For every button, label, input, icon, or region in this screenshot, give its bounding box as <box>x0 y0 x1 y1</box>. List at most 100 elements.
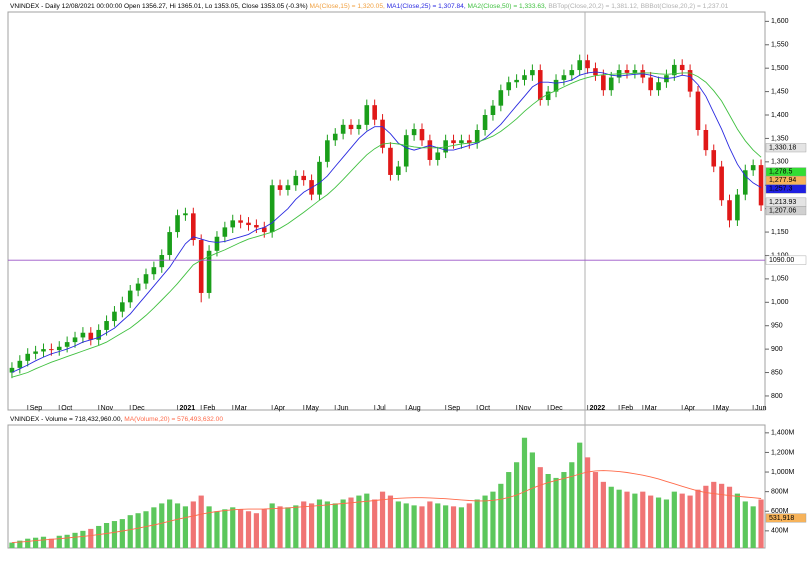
candle-body <box>687 70 693 92</box>
volume-bar <box>80 530 86 548</box>
volume-bar <box>569 462 575 548</box>
chart-title: VNINDEX - Daily 12/08/2021 00:00:00 Open… <box>10 3 308 10</box>
price-tag <box>765 143 807 153</box>
volume-bar <box>230 507 236 548</box>
volume-bar <box>679 493 685 548</box>
candle-body <box>135 283 141 291</box>
volume-bar <box>671 491 677 548</box>
volume-bar <box>435 503 441 548</box>
y-tick-label: 850 <box>771 369 783 376</box>
x-tick-label: Apr <box>274 405 286 412</box>
price-tag <box>765 184 807 194</box>
x-tick-label: 2022 <box>590 405 606 412</box>
volume-bar <box>324 501 330 548</box>
volume-bar <box>577 442 583 548</box>
volume-bar <box>648 495 654 548</box>
candle-body <box>332 133 338 141</box>
candle-body <box>49 349 54 351</box>
candle-body <box>120 302 125 312</box>
volume-bar <box>253 513 259 548</box>
candle-body <box>191 213 196 241</box>
volume-bar <box>190 501 196 548</box>
y-tick-label: 950 <box>771 323 783 330</box>
volume-bar <box>119 519 125 548</box>
ma-line <box>11 71 762 373</box>
volume-bar <box>726 486 733 548</box>
candle-body <box>624 70 630 73</box>
volume-bar <box>348 497 354 548</box>
volume-bar <box>301 501 307 548</box>
legend-entry: MA(Close,15) = 1,320.05, <box>310 3 385 10</box>
volume-bar <box>9 542 15 548</box>
volume-bar <box>719 483 725 548</box>
price-tag-label: 1,213.93 <box>769 199 796 206</box>
candle-body <box>482 115 488 130</box>
x-tick-label: Mar <box>235 405 248 412</box>
volume-bar <box>64 534 70 548</box>
volume-bar <box>395 501 401 548</box>
volume-header: VNINDEX - Volume = 718,432,960.00, MA(Vo… <box>10 416 223 423</box>
volume-bar <box>474 499 480 548</box>
volume-bar <box>88 528 94 548</box>
volume-bar <box>584 457 591 548</box>
volume-bar <box>553 477 559 548</box>
volume-bar <box>340 499 346 548</box>
volume-bar <box>103 523 110 548</box>
y-tick-label: 800 <box>771 393 783 400</box>
x-tick-label: 2021 <box>180 405 196 412</box>
y-tick-label: 1,400 <box>771 112 789 119</box>
candle-body <box>183 213 188 216</box>
volume-bar <box>174 503 181 548</box>
candle-body <box>711 150 717 167</box>
candle-body <box>735 194 740 221</box>
y-tick-label: 1,400M <box>771 430 795 437</box>
y-tick-label: 1,000 <box>771 299 789 306</box>
price-tag-label: 1,278.5 <box>769 169 792 176</box>
legend-entry: BBBot(Close,20,2) = 1,237.01 <box>641 3 729 10</box>
candle-body <box>17 360 23 368</box>
volume-bar <box>758 499 764 548</box>
volume-bar <box>695 489 701 548</box>
y-tick-label: 1,200M <box>771 449 795 456</box>
x-tick-label: Jul <box>377 405 386 412</box>
candle-body <box>25 353 31 361</box>
candle-body <box>435 152 441 160</box>
volume-bar <box>135 513 141 548</box>
candle-body <box>198 240 204 293</box>
candle-body <box>403 135 409 167</box>
candle-body <box>222 227 228 237</box>
candle-body <box>104 321 109 330</box>
volume-bar <box>222 509 228 548</box>
candle-body <box>214 236 220 251</box>
volume-bar <box>411 505 417 548</box>
x-tick-label: Nov <box>101 405 114 412</box>
candle-body <box>301 175 307 181</box>
candle-body <box>127 290 133 303</box>
price-panel <box>7 11 766 411</box>
x-tick-label: Oct <box>61 405 72 412</box>
volume-bar <box>127 515 133 548</box>
volume-bar <box>238 509 244 548</box>
volume-bar <box>750 506 756 548</box>
price-tag-label: 1090.00 <box>769 257 794 264</box>
volume-bar <box>427 501 433 548</box>
volume-bar <box>521 437 528 548</box>
candle-body <box>498 90 504 106</box>
volume-bar <box>182 506 189 548</box>
volume-bar <box>293 505 299 548</box>
candle-body <box>719 166 724 201</box>
candle-body <box>679 64 685 71</box>
x-tick-label: Jun <box>337 405 348 412</box>
candle-body <box>56 346 62 351</box>
candle-body <box>269 185 275 233</box>
legend-entry: MA1(Close,25) = 1,307.84, <box>387 3 466 10</box>
candle-body <box>443 140 448 153</box>
candle-body <box>33 351 38 354</box>
candle-body <box>230 220 236 228</box>
candle-body <box>459 140 464 144</box>
volume-bar <box>616 489 622 548</box>
y-tick-label: 1,550 <box>771 42 789 49</box>
candle-body <box>758 165 764 206</box>
